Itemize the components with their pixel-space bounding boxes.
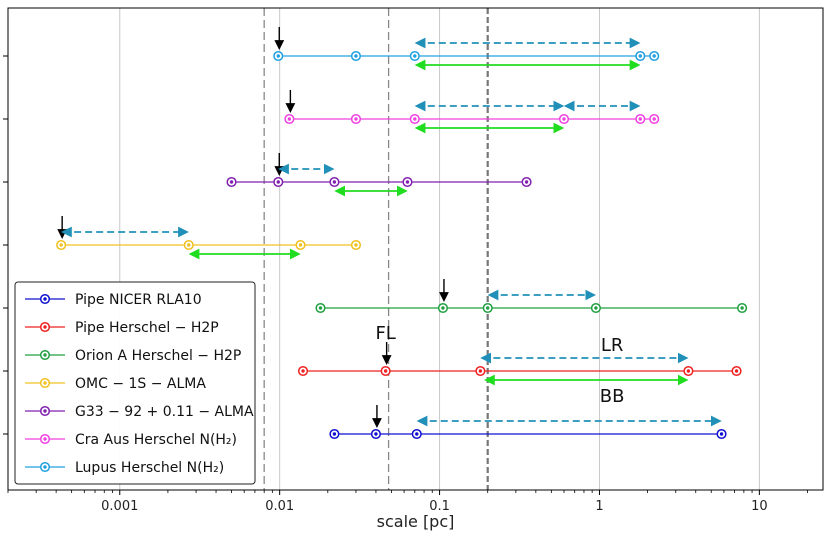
legend-swatch-center (43, 353, 47, 357)
data-point-center (301, 369, 305, 373)
legend-swatch-center (43, 325, 47, 329)
data-point-center (405, 180, 410, 184)
legend-entry: Pipe Herschel − H2P (75, 320, 219, 336)
data-point-center (441, 306, 445, 310)
legend-box (14, 281, 256, 485)
data-point-center (298, 243, 303, 247)
legend-entry: Lupus Herschel N(H₂) (75, 460, 224, 476)
legend-entry: Pipe NICER RLA10 (75, 292, 202, 308)
data-point-center (734, 369, 739, 373)
data-point-center (187, 243, 191, 247)
data-point-center (332, 432, 337, 436)
data-point-center (478, 369, 483, 373)
legend-swatch-center (43, 297, 47, 301)
x-tick-label: 0.1 (429, 499, 450, 514)
axis-layer: 0.001 0.01 0.1 1 10 scale [pc] (3, 55, 808, 531)
x-tick-label: 0.01 (265, 499, 294, 514)
annotation-label: BB (600, 386, 625, 407)
legend-entry: OMC − 1S − ALMA (75, 376, 206, 392)
data-point-center (719, 432, 724, 436)
data-point-center (354, 54, 358, 58)
data-point-center (594, 306, 598, 310)
legend-swatch-center (43, 465, 47, 469)
data-point-center (383, 369, 388, 373)
annotation-layer: FL LR BB (375, 323, 624, 407)
legend-entry: Cra Aus Herschel N(H₂) (75, 432, 237, 448)
data-point-center (638, 117, 642, 121)
x-axis-label: scale [pc] (377, 512, 455, 531)
x-tick-label: 1 (595, 499, 603, 514)
data-point-center (652, 117, 656, 121)
data-point-center (413, 54, 417, 58)
data-point-center (354, 117, 358, 121)
plot-frame (7, 7, 824, 491)
data-point-center (332, 180, 337, 184)
data-point-center (276, 180, 280, 184)
legend-swatch-center (43, 381, 47, 385)
legend-entry: Orion A Herschel − H2P (75, 348, 241, 364)
data-point-center (638, 54, 642, 58)
legend-swatch-center (43, 437, 47, 441)
data-point-center (287, 117, 292, 121)
legend-entry: G33 − 92 + 0.11 − ALMA (75, 404, 254, 420)
data-point-center (562, 117, 566, 121)
data-point-center (374, 432, 378, 436)
data-point-center (740, 306, 744, 310)
data-point-center (276, 54, 280, 58)
data-point-center (686, 369, 691, 373)
annotation-label: LR (601, 335, 624, 356)
x-tick-label: 10 (751, 499, 768, 514)
data-point-center (524, 180, 529, 184)
data-point-center (354, 243, 358, 247)
legend: Pipe NICER RLA10 Pipe Herschel − H2P Orion… (14, 281, 256, 485)
x-tick-label: 0.001 (101, 499, 138, 514)
data-point-center (229, 180, 234, 184)
data-point-center (486, 306, 490, 310)
data-point-center (318, 306, 323, 310)
annotation-label: FL (375, 323, 395, 344)
data-point-center (652, 54, 656, 58)
series-layer (56, 27, 748, 440)
data-point-center (415, 432, 419, 436)
data-point-center (59, 243, 63, 247)
data-point-center (413, 117, 417, 121)
legend-swatch-center (43, 409, 47, 413)
